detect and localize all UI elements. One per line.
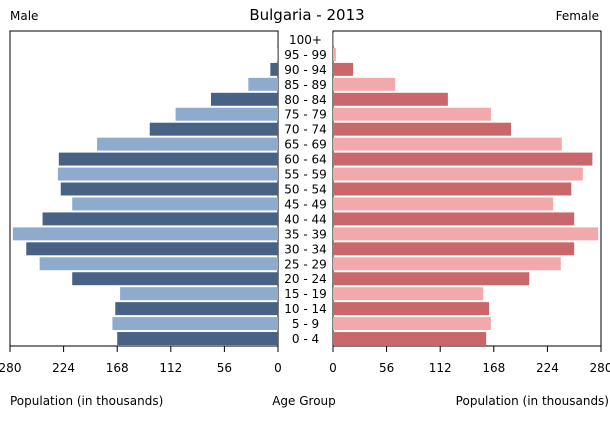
female-x-axis: 0 56 112 168 224 280 xyxy=(329,346,610,375)
age-group-label: 20 - 24 xyxy=(284,272,327,286)
age-group-label: 5 - 9 xyxy=(292,317,319,331)
male-bar xyxy=(248,77,278,91)
male-bar xyxy=(277,47,278,61)
female-bar xyxy=(333,317,491,331)
female-bar xyxy=(333,62,354,76)
male-bar xyxy=(115,302,279,316)
male-x-axis-title: Population (in thousands) xyxy=(10,394,163,408)
age-group-label: 100+ xyxy=(289,33,322,47)
female-bar xyxy=(333,272,530,286)
male-bar xyxy=(120,287,278,301)
age-group-label: 0 - 4 xyxy=(292,332,319,346)
age-group-label: 35 - 39 xyxy=(284,227,327,241)
age-group-label: 25 - 29 xyxy=(284,257,327,271)
male-bar xyxy=(57,167,278,181)
age-group-label: 95 - 99 xyxy=(284,48,327,62)
male-bar xyxy=(97,137,278,151)
x-tick-label: 56 xyxy=(379,361,394,375)
female-bar xyxy=(333,47,336,61)
male-bar xyxy=(60,182,278,196)
male-bar xyxy=(117,332,278,345)
x-tick-label: 0 xyxy=(274,361,282,375)
age-group-label: 70 - 74 xyxy=(284,123,327,137)
age-group-label: 60 - 64 xyxy=(284,153,327,167)
male-bars xyxy=(12,33,279,345)
age-group-label: 40 - 44 xyxy=(284,212,327,226)
x-tick-label: 168 xyxy=(482,361,505,375)
female-bar xyxy=(333,77,396,91)
female-bar xyxy=(333,212,575,226)
female-side-label: Female xyxy=(556,9,599,23)
female-bar xyxy=(333,197,554,211)
age-group-axis-title: Age Group xyxy=(272,394,336,408)
age-group-label: 50 - 54 xyxy=(284,183,327,197)
female-bar xyxy=(333,182,572,196)
female-bar xyxy=(333,92,448,106)
male-bar xyxy=(12,227,278,241)
age-group-label: 10 - 14 xyxy=(284,302,327,316)
male-bar xyxy=(39,257,278,271)
age-group-label: 65 - 69 xyxy=(284,138,327,152)
female-bar xyxy=(333,107,491,121)
male-side-label: Male xyxy=(10,9,38,23)
chart-title: Bulgaria - 2013 xyxy=(249,6,364,24)
x-tick-label: 56 xyxy=(217,361,232,375)
male-bar xyxy=(211,92,278,106)
male-bar xyxy=(270,62,278,76)
female-bar xyxy=(333,332,487,345)
age-group-label: 80 - 84 xyxy=(284,93,327,107)
female-x-axis-title: Population (in thousands) xyxy=(456,394,609,408)
female-bar xyxy=(333,227,599,241)
male-bar xyxy=(72,272,278,286)
female-bar xyxy=(333,152,593,166)
female-bar xyxy=(333,137,562,151)
age-group-label: 55 - 59 xyxy=(284,168,327,182)
female-bars xyxy=(333,33,599,345)
female-bar xyxy=(333,287,484,301)
male-bar xyxy=(175,107,278,121)
male-bar xyxy=(26,242,279,256)
female-bar xyxy=(333,242,575,256)
male-bar xyxy=(112,317,279,331)
age-group-label: 15 - 19 xyxy=(284,287,327,301)
age-group-label: 90 - 94 xyxy=(284,63,327,77)
x-tick-label: 280 xyxy=(590,361,610,375)
x-tick-label: 0 xyxy=(329,361,337,375)
age-group-label: 30 - 34 xyxy=(284,242,327,256)
x-tick-label: 224 xyxy=(536,361,559,375)
x-tick-label: 168 xyxy=(106,361,129,375)
male-x-axis: 280 224 168 112 56 0 xyxy=(0,346,282,375)
male-bar xyxy=(72,197,278,211)
female-bar xyxy=(333,167,583,181)
female-bar xyxy=(333,302,490,316)
female-bar xyxy=(333,257,561,271)
age-group-label: 75 - 79 xyxy=(284,108,327,122)
x-tick-label: 280 xyxy=(0,361,21,375)
x-tick-label: 112 xyxy=(159,361,182,375)
male-bar xyxy=(42,212,278,226)
male-bar xyxy=(149,122,278,136)
age-group-label: 85 - 89 xyxy=(284,78,327,92)
x-tick-label: 224 xyxy=(52,361,75,375)
age-group-label: 45 - 49 xyxy=(284,197,327,211)
female-bar xyxy=(333,122,512,136)
male-bar xyxy=(58,152,278,166)
x-tick-label: 112 xyxy=(429,361,452,375)
